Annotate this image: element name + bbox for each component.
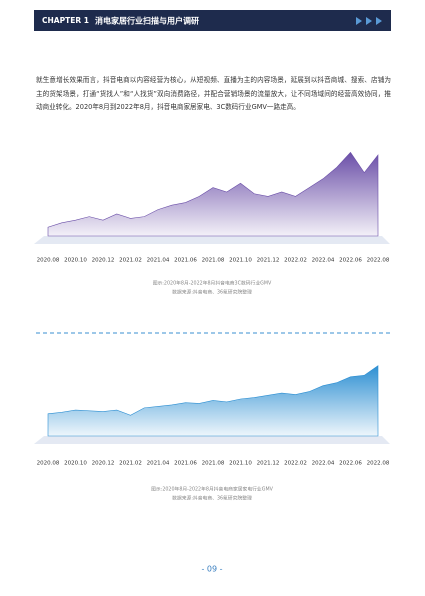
x-tick-label: 2021.06 [174,258,197,264]
area [47,365,379,437]
header-title: 消电家居行业扫描与用户调研 [95,16,199,26]
platform [34,436,390,444]
x-tick-label: 2021.02 [119,258,142,264]
x-tick-label: 2021.02 [119,461,142,467]
x-tick-label: 2022.06 [339,461,362,467]
x-tick-label: 2021.10 [229,461,252,467]
source: 数据来源:抖音电商、36氪研究院整理 [172,289,252,296]
x-tick-label: 2021.12 [257,258,280,264]
x-tick-label: 2021.04 [147,461,170,467]
x-tick-label: 2020.08 [37,258,60,264]
x-tick-label: 2022.08 [367,258,390,264]
caption: 图示:2020年8月-2022年8月抖音电商3C数码行业GMV [153,280,272,287]
x-tick-label: 2022.06 [339,258,362,264]
header-bar [34,10,391,31]
x-tick-label: 2022.02 [284,461,307,467]
x-tick-label: 2022.04 [312,461,335,467]
x-tick-label: 2022.02 [284,258,307,264]
paragraph: 就生意增长效果而言，抖音电商以内容经营为核心，从短视频、直播为主的内容场景，延展… [36,76,391,111]
caption: 图示:2020年8月-2022年8月抖音电商家居家电行业GMV [151,486,273,493]
x-tick-label: 2021.04 [147,258,170,264]
x-tick-label: 2020.10 [64,258,87,264]
page-number: - 09 - [201,565,222,574]
x-tick-label: 2021.10 [229,258,252,264]
x-tick-label: 2020.12 [92,258,115,264]
x-tick-label: 2020.08 [37,461,60,467]
platform [34,236,390,244]
x-tick-label: 2021.12 [257,461,280,467]
x-tick-label: 2021.08 [202,258,225,264]
x-tick-label: 2020.12 [92,461,115,467]
arrows [356,17,382,25]
x-tick-label: 2022.04 [312,258,335,264]
x-tick-label: 2020.10 [64,461,87,467]
x-tick-label: 2021.06 [174,461,197,467]
x-tick-label: 2022.08 [367,461,390,467]
chapter: CHAPTER 1 [42,16,89,25]
x-tick-label: 2021.08 [202,461,225,467]
source: 数据来源:抖音电商、36氪研究院整理 [172,495,252,502]
area [47,151,379,237]
